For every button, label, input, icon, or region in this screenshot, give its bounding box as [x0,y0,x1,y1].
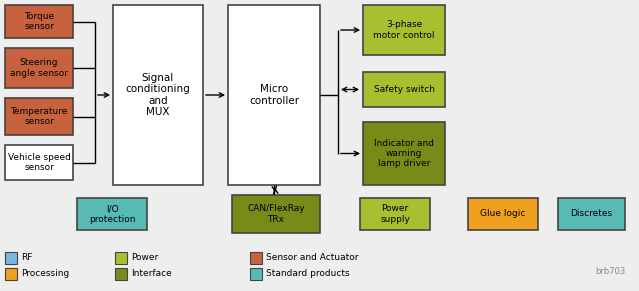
Bar [232,195,320,233]
Bar [113,5,203,185]
Text: Indicator and
warning
lamp driver: Indicator and warning lamp driver [374,139,434,168]
Text: Signal
conditioning
and
MUX: Signal conditioning and MUX [126,72,190,117]
Text: Processing: Processing [21,269,69,278]
Bar [558,198,625,230]
Text: Torque
sensor: Torque sensor [24,12,54,31]
Bar [5,48,73,88]
Bar [250,268,262,280]
Text: Vehicle speed
sensor: Vehicle speed sensor [8,153,70,172]
Bar [363,5,445,55]
Bar [360,198,430,230]
Bar [5,252,17,264]
Bar [5,145,73,180]
Bar [115,252,127,264]
Bar [228,5,320,185]
Text: Temperature
sensor: Temperature sensor [10,107,68,126]
Text: Power: Power [131,253,158,262]
Bar [5,98,73,135]
Text: Discretes: Discretes [571,210,613,219]
Bar [468,198,538,230]
Text: Sensor and Actuator: Sensor and Actuator [266,253,358,262]
Bar [5,268,17,280]
Text: Interface: Interface [131,269,172,278]
Text: I/O
protection: I/O protection [89,204,135,224]
Text: CAN/FlexRay
TRx: CAN/FlexRay TRx [247,204,305,224]
Text: RF: RF [21,253,33,262]
Bar [363,72,445,107]
Text: Glue logic: Glue logic [481,210,526,219]
Text: brb703: brb703 [595,267,625,276]
Text: 3-phase
motor control: 3-phase motor control [373,20,435,40]
Text: Micro
controller: Micro controller [249,84,299,106]
Bar [77,198,147,230]
Bar [250,252,262,264]
Text: Steering
angle sensor: Steering angle sensor [10,58,68,78]
Text: Safety switch: Safety switch [374,85,435,94]
Bar [115,268,127,280]
Bar [5,5,73,38]
Text: Standard products: Standard products [266,269,350,278]
Bar [363,122,445,185]
Text: Power
supply: Power supply [380,204,410,224]
